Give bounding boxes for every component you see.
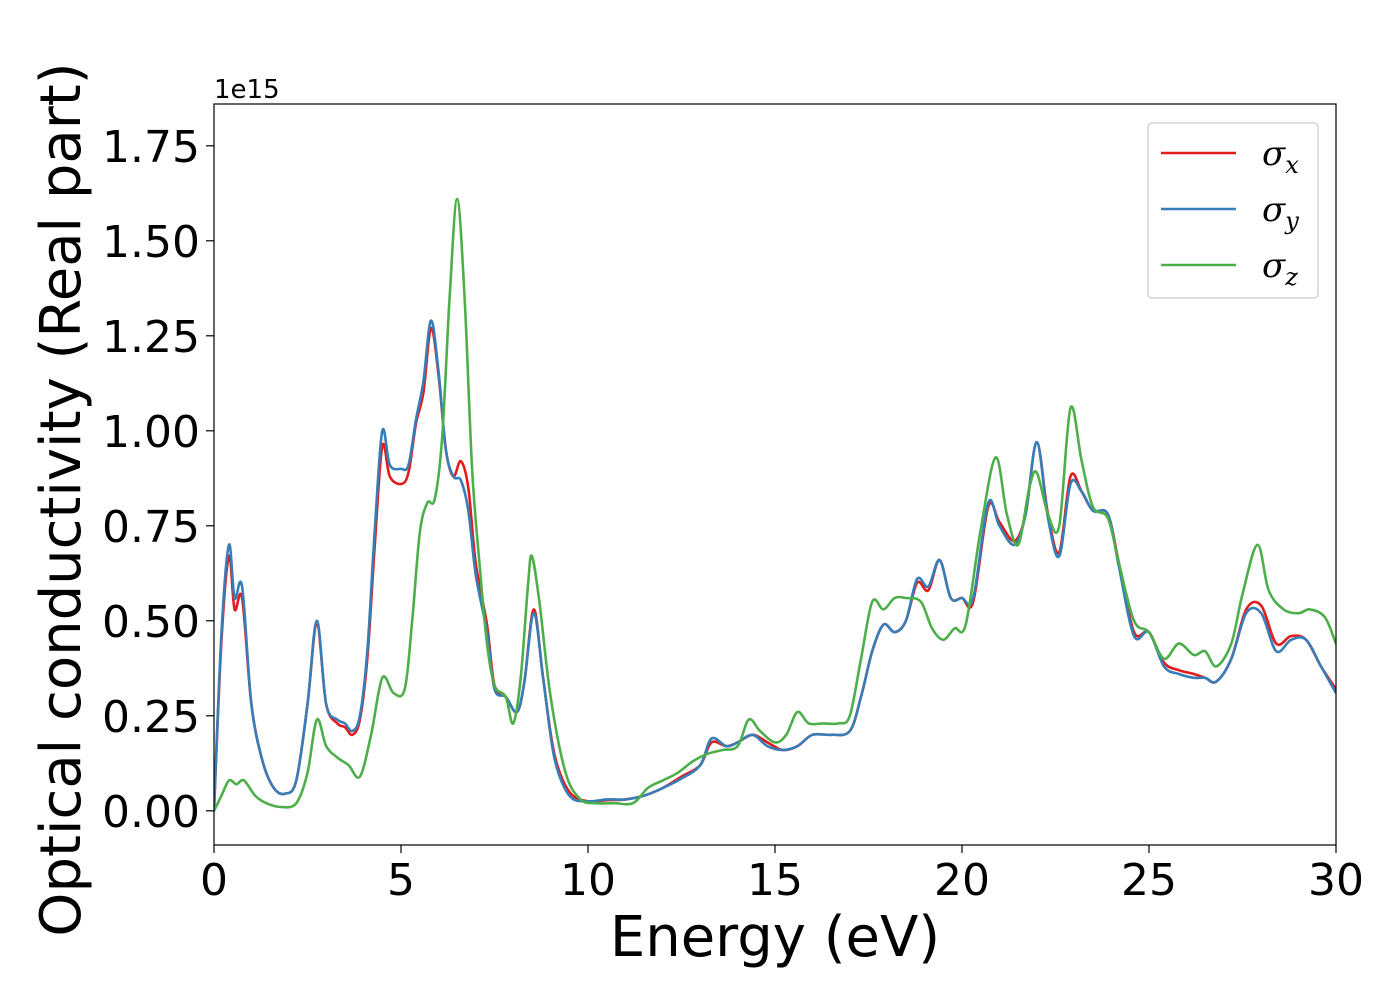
series-line-y: [214, 319, 1336, 813]
series-line-x: [214, 326, 1336, 813]
x-tick-label: 15: [747, 855, 803, 906]
x-tick-label: 30: [1308, 855, 1364, 906]
legend-label-z: σz: [1262, 246, 1298, 291]
y-tick-label: 0.50: [102, 597, 200, 648]
x-tick-label: 25: [1121, 855, 1177, 906]
x-tick-label: 10: [560, 855, 616, 906]
y-tick-label: 1.25: [102, 312, 200, 363]
y-tick-label: 1.75: [102, 122, 200, 173]
y-tick-label: 1.00: [102, 407, 200, 458]
y-axis-title: Optical conductivity (Real part): [29, 62, 94, 936]
legend-entries: σx σy σz: [1161, 134, 1299, 291]
y-tick-label: 1.50: [102, 217, 200, 268]
axis-ticks: 0 5 10 15 20 25 30 0.00 0.25 0.50 0.75 1.00 1.25 1.50…: [102, 122, 1364, 906]
legend-box: [1147, 122, 1319, 299]
x-tick-label: 5: [387, 855, 415, 906]
legend-label-x: σx: [1262, 134, 1299, 179]
y-tick-label: 0.25: [102, 692, 200, 743]
y-tick-label: 0.75: [102, 502, 200, 553]
x-tick-label: 0: [200, 855, 228, 906]
legend: σx σy σz: [1147, 122, 1319, 299]
x-tick-label: 20: [934, 855, 990, 906]
y-offset-label: 1e15: [214, 75, 280, 105]
legend-label-y: σy: [1262, 190, 1299, 235]
x-axis-title: Energy (eV): [610, 905, 940, 970]
series-line-z: [214, 197, 1336, 813]
series-lines: [214, 197, 1336, 813]
y-tick-label: 0.00: [102, 787, 200, 838]
